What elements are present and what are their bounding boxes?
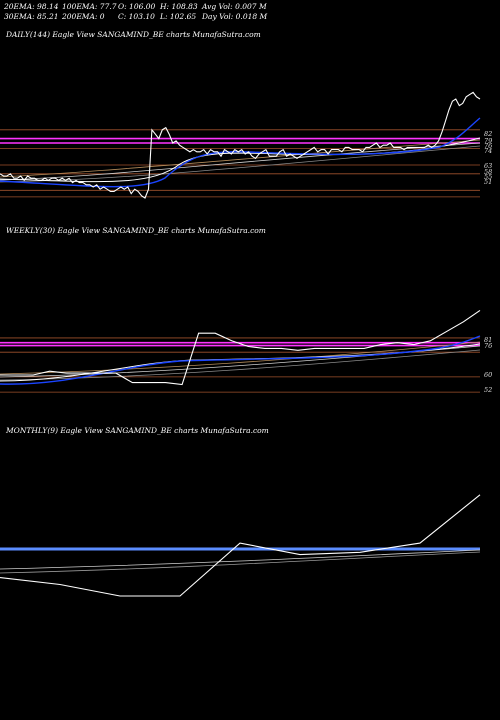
open-stat: O: 106.00 (118, 2, 156, 11)
weekly-price-label: 52 (484, 386, 492, 394)
close-stat: C: 103.10 (118, 12, 155, 21)
weekly-price-label: 76 (484, 342, 492, 350)
monthly-chart (0, 494, 481, 597)
daily-price-line (0, 91, 481, 199)
daily-price-label: 76 (484, 142, 492, 150)
monthly-price-line (0, 494, 481, 597)
daily-ema30-line (0, 137, 481, 183)
weekly-price-label: 81 (484, 336, 492, 344)
daily-ema-line-2 (0, 142, 481, 181)
monthly-ema-line-2 (0, 551, 481, 574)
high-stat: H: 108.83 (160, 2, 198, 11)
weekly-price-label: 60 (484, 371, 492, 379)
avg-vol-stat: Avg Vol: 0.007 M (202, 2, 267, 11)
monthly-ema-line-1 (0, 549, 481, 570)
daily-ema20-line (0, 117, 481, 188)
daily-ema-line-1 (0, 139, 481, 178)
monthly-panel-title: MONTHLY(9) Eagle View SANGAMIND_BE chart… (6, 426, 269, 435)
ema20-stat: 20EMA: 98.14 (4, 2, 59, 11)
daily-price-label: 55 (484, 173, 492, 181)
ema100-stat: 100EMA: 77.7 (62, 2, 117, 11)
weekly-panel-title: WEEKLY(30) Eagle View SANGAMIND_BE chart… (6, 226, 266, 235)
weekly-ema-line-3 (0, 349, 481, 381)
daily-price-label: 58 (484, 168, 492, 176)
daily-panel-title: DAILY(144) Eagle View SANGAMIND_BE chart… (6, 30, 261, 39)
daily-price-label: 82 (484, 130, 492, 138)
daily-price-label: 79 (484, 137, 492, 145)
weekly-price-line (0, 309, 481, 386)
weekly-ema-line-2 (0, 345, 481, 378)
ema30-stat: 30EMA: 85.21 (4, 12, 59, 21)
day-vol-stat: Day Vol: 0.018 M (202, 12, 268, 21)
low-stat: L: 102.65 (160, 12, 197, 21)
daily-price-label: 51 (484, 178, 492, 186)
daily-price-label: 63 (484, 162, 492, 170)
ema200-stat: 200EMA: 0 (62, 12, 105, 21)
weekly-ema20-line (0, 335, 481, 385)
daily-price-label: 74 (484, 147, 492, 155)
